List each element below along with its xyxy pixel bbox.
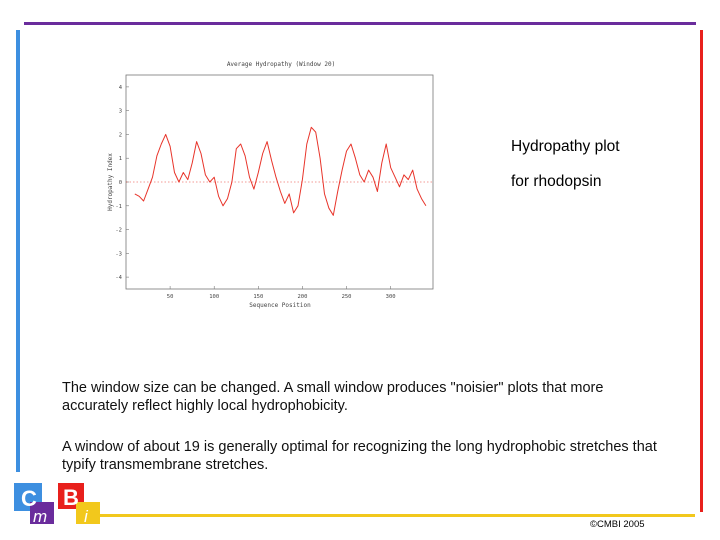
x-tick-label: 150 — [253, 294, 263, 300]
bottom-accent-bar — [100, 514, 695, 517]
y-tick-label: -4 — [115, 275, 122, 281]
left-accent-bar — [16, 30, 20, 472]
x-tick-label: 100 — [209, 294, 219, 300]
y-tick-label: -2 — [115, 228, 122, 234]
copyright-notice: ©CMBI 2005 — [590, 519, 645, 530]
y-tick-label: 1 — [119, 156, 122, 162]
x-tick-label: 200 — [297, 294, 307, 300]
y-axis-ticks: 4 3 2 1 0 -1 -2 -3 -4 — [115, 85, 129, 281]
caption-line-1: Hydropathy plot — [511, 138, 620, 155]
y-tick-label: 4 — [119, 85, 123, 91]
y-tick-label: 3 — [119, 109, 122, 115]
x-tick-label: 250 — [342, 294, 352, 300]
x-tick-label: 300 — [386, 294, 396, 300]
y-tick-label: -3 — [115, 251, 122, 257]
x-tick-label: 50 — [167, 294, 174, 300]
y-tick-label: 0 — [119, 180, 122, 186]
cmbi-logo: C m B i — [14, 483, 100, 526]
paragraph-window-size: The window size can be changed. A small … — [62, 380, 604, 414]
x-axis-ticks: 50 100 150 200 250 300 — [167, 286, 396, 300]
logo-letter-m: m — [33, 507, 47, 526]
y-tick-label: 2 — [119, 132, 122, 138]
y-tick-label: -1 — [115, 204, 122, 210]
caption-line-2: for rhodopsin — [511, 173, 602, 190]
logo-letter-b: B — [63, 485, 79, 510]
hydropathy-chart: Average Hydropathy (Window 20) 4 3 2 1 0 -1 -2… — [107, 61, 434, 309]
paragraph-optimal-window: A window of about 19 is generally optima… — [62, 439, 657, 473]
y-axis-label: Hydropathy Index — [107, 153, 114, 211]
chart-title: Average Hydropathy (Window 20) — [227, 61, 335, 68]
right-accent-bar — [700, 30, 703, 512]
hydropathy-series-line — [134, 126, 427, 216]
x-axis-label: Sequence Position — [249, 302, 311, 309]
logo-letter-i: i — [84, 507, 89, 526]
top-accent-bar — [24, 22, 696, 25]
logo-letter-c: C — [21, 486, 37, 511]
